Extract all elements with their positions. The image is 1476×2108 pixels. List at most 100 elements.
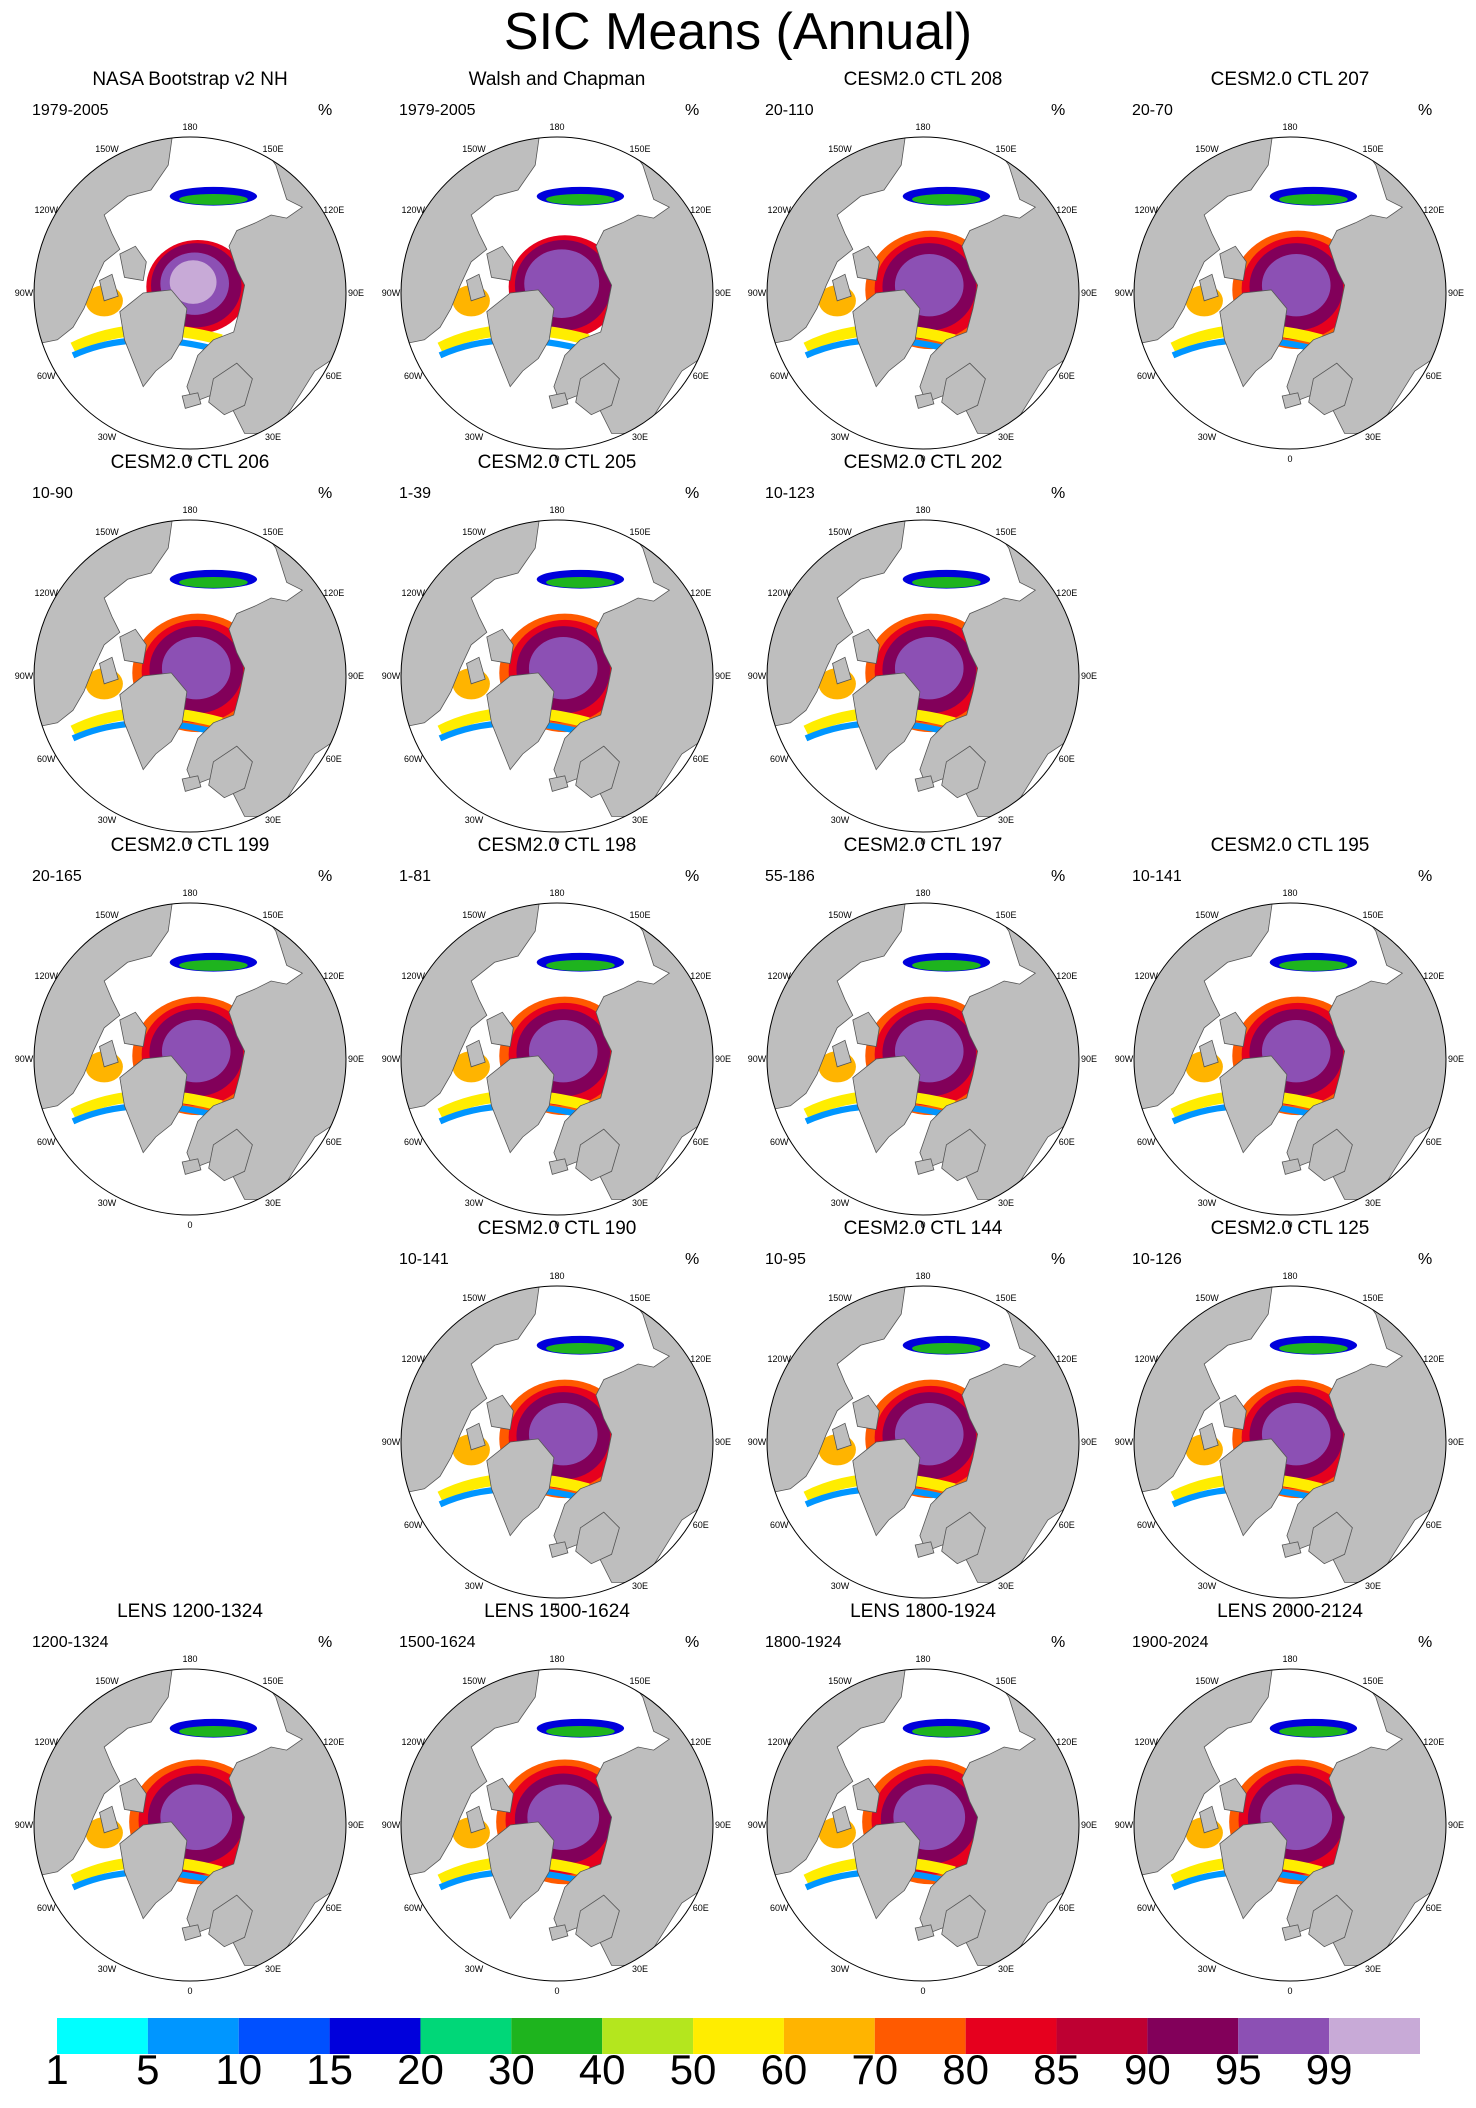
- longitude-label: 120W: [1134, 1354, 1158, 1364]
- longitude-label: 60W: [404, 1137, 423, 1147]
- longitude-label: 60E: [693, 1903, 709, 1913]
- land: [119, 245, 147, 281]
- panel-period: 10-141: [1132, 868, 1182, 885]
- panel-title: CESM2.0 CTL 197: [844, 835, 1003, 856]
- longitude-label: 30W: [465, 1964, 484, 1974]
- map-panel: 180 150E 120E 90E 60E 30E 0 30W 60W 90W 120W 150W LE…: [748, 1601, 1097, 1996]
- map-content: [34, 137, 346, 449]
- land: [1199, 1805, 1219, 1834]
- panel-unit: %: [1051, 485, 1065, 502]
- colorbar-label: 60: [760, 2046, 808, 2093]
- longitude-label: 60W: [404, 371, 423, 381]
- land: [575, 1894, 620, 1948]
- panel-unit: %: [685, 1634, 699, 1651]
- longitude-label: 30E: [265, 432, 281, 442]
- land: [914, 1924, 935, 1941]
- map-content: [767, 1669, 1079, 1981]
- panel-period: 10-123: [765, 485, 815, 502]
- longitude-label: 180: [1282, 1654, 1297, 1664]
- land: [1219, 1821, 1288, 1920]
- longitude-label: 60W: [1137, 1137, 1156, 1147]
- longitude-label: 150E: [995, 910, 1016, 920]
- longitude-label: 120E: [690, 1354, 711, 1364]
- marginal-ice: [1279, 1342, 1348, 1354]
- land: [466, 273, 486, 302]
- longitude-label: 90W: [15, 1820, 34, 1830]
- map-outline: [33, 136, 347, 450]
- panel-unit: %: [685, 868, 699, 885]
- map-outline: [33, 519, 347, 833]
- longitude-label: 60W: [770, 1137, 789, 1147]
- longitude-label: 0: [554, 837, 559, 847]
- colorbar-label: 50: [669, 2046, 717, 2093]
- longitude-label: 90W: [382, 1820, 401, 1830]
- panel-period: 1-39: [399, 485, 431, 502]
- marginal-ice: [912, 1725, 981, 1737]
- longitude-label: 60E: [1059, 371, 1075, 381]
- longitude-label: 30E: [1365, 1198, 1381, 1208]
- map-panel: 180 150E 120E 90E 60E 30E 0 30W 60W 90W 120W 150W CE…: [1115, 835, 1464, 1230]
- longitude-label: 60E: [1059, 754, 1075, 764]
- marginal-ice: [546, 193, 615, 205]
- panel-period: 1979-2005: [32, 102, 109, 119]
- marginal-ice: [912, 1342, 981, 1354]
- longitude-label: 180: [915, 888, 930, 898]
- map-outline: [1133, 902, 1447, 1216]
- longitude-label: 120E: [690, 971, 711, 981]
- longitude-label: 90E: [1081, 671, 1097, 681]
- longitude-label: 120W: [767, 588, 791, 598]
- land: [181, 1924, 202, 1941]
- longitude-label: 90W: [382, 1437, 401, 1447]
- land: [1199, 1422, 1219, 1451]
- land: [548, 1924, 569, 1941]
- panel-period: 10-90: [32, 485, 73, 502]
- colorbar-label: 40: [578, 2046, 626, 2093]
- longitude-label: 60W: [404, 1520, 423, 1530]
- longitude-label: 0: [554, 1220, 559, 1230]
- panel-title: CESM2.0 CTL 202: [844, 452, 1003, 473]
- map-outline: [1133, 1668, 1447, 1982]
- land: [548, 1158, 569, 1175]
- panel-unit: %: [318, 868, 332, 885]
- longitude-label: 120W: [34, 205, 58, 215]
- longitude-label: 90E: [1448, 1437, 1464, 1447]
- land: [486, 1394, 514, 1430]
- longitude-label: 60W: [37, 1137, 56, 1147]
- longitude-label: 120E: [1056, 1354, 1077, 1364]
- panel-period: 1800-1924: [765, 1634, 842, 1651]
- map-content: [767, 903, 1079, 1215]
- map-content: [767, 1286, 1079, 1598]
- longitude-label: 0: [920, 454, 925, 464]
- longitude-label: 60E: [1426, 1520, 1442, 1530]
- longitude-label: 150E: [262, 910, 283, 920]
- longitude-label: 30E: [998, 1964, 1014, 1974]
- longitude-label: 90E: [1081, 1437, 1097, 1447]
- map-content: [401, 520, 713, 832]
- longitude-label: 90W: [748, 671, 767, 681]
- longitude-label: 60W: [1137, 1520, 1156, 1530]
- marginal-ice: [912, 193, 981, 205]
- longitude-label: 30W: [831, 1581, 850, 1591]
- land: [486, 1821, 555, 1920]
- longitude-label: 120E: [690, 1737, 711, 1747]
- panel-title: CESM2.0 CTL 144: [844, 1218, 1003, 1239]
- map-panel: 180 150E 120E 90E 60E 30E 0 30W 60W 90W 120W 150W LE…: [1115, 1601, 1464, 1996]
- map-content: [767, 520, 1079, 832]
- colorbar-box: [329, 2018, 421, 2054]
- panel-period: 20-70: [1132, 102, 1173, 119]
- map-panel: 180 150E 120E 90E 60E 30E 0 30W 60W 90W 120W 150W CE…: [15, 452, 364, 847]
- longitude-label: 120W: [34, 1737, 58, 1747]
- land: [832, 273, 852, 302]
- longitude-label: 180: [915, 1654, 930, 1664]
- colorbar-box: [1056, 2018, 1148, 2054]
- longitude-label: 30E: [998, 1581, 1014, 1591]
- longitude-label: 150W: [1195, 910, 1219, 920]
- longitude-label: 120E: [1056, 588, 1077, 598]
- longitude-label: 120E: [690, 205, 711, 215]
- marginal-ice: [179, 193, 248, 205]
- longitude-label: 30E: [632, 1581, 648, 1591]
- longitude-label: 30E: [998, 432, 1014, 442]
- map-outline: [400, 902, 714, 1216]
- longitude-label: 0: [187, 837, 192, 847]
